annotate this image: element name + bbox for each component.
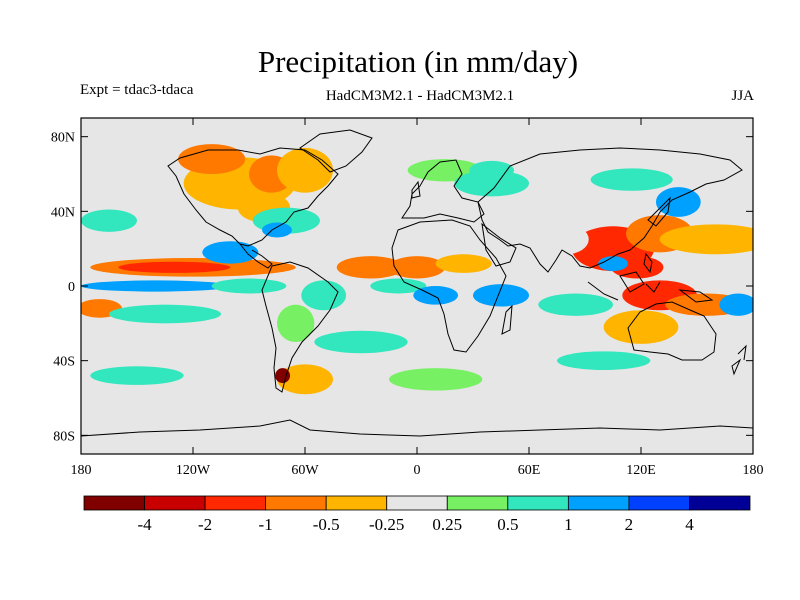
x-tick-label: 180	[71, 463, 92, 478]
anomaly-region	[277, 304, 315, 343]
coastline-australia	[627, 301, 717, 361]
colorbar-swatch	[567, 495, 630, 511]
coastline-new-zealand	[731, 344, 747, 376]
coastline-europe	[401, 159, 485, 223]
anomaly-region	[669, 345, 753, 376]
colorbar-swatch	[628, 495, 690, 511]
colorbar-label: -1	[259, 515, 273, 534]
colorbar-label: 0.5	[497, 515, 518, 534]
anomaly-region	[178, 144, 246, 174]
coastlines	[81, 129, 753, 437]
experiment-label: Expt = tdac3-tdaca	[80, 82, 194, 98]
coastline-asia	[477, 147, 743, 273]
coastline-greenland	[299, 129, 373, 173]
y-tick-label: 80S	[53, 429, 75, 444]
coastline-south-america	[261, 261, 339, 393]
colorbar-swatch	[689, 495, 751, 511]
anomaly-region	[454, 170, 529, 197]
coastline-japan	[647, 196, 671, 227]
y-tick-label: 40S	[53, 355, 75, 370]
anomaly-region	[333, 144, 427, 167]
y-tick-label: 80N	[51, 131, 75, 146]
coastline-maritime-continent	[587, 271, 714, 303]
anomaly-region	[211, 278, 287, 294]
anomaly-region	[81, 280, 231, 292]
coastline-madagascar	[501, 304, 513, 335]
anomaly-region	[598, 256, 628, 272]
season-label: JJA	[731, 88, 754, 104]
colorbar-swatch	[83, 495, 145, 511]
anomaly-region	[590, 168, 673, 191]
anomaly-region	[417, 349, 567, 372]
anomaly-region	[655, 187, 701, 217]
anomaly-region	[262, 222, 292, 238]
colorbar-label: -0.25	[369, 515, 404, 534]
colorbar-swatch	[507, 495, 569, 511]
anomaly-region	[94, 162, 162, 186]
anomaly-region	[473, 284, 529, 307]
coastline-arabia	[481, 222, 517, 267]
anomaly-region	[90, 366, 184, 385]
x-tick-label: 180	[743, 463, 764, 478]
anomaly-region	[118, 261, 231, 273]
coastline-philippines	[643, 252, 653, 274]
anomaly-region	[275, 368, 291, 384]
anomaly-regions	[81, 144, 753, 395]
coastline-north-america	[167, 147, 339, 247]
colorbar-swatch	[446, 495, 509, 511]
y-tick-label: 0	[68, 280, 75, 295]
x-tick-label: 120E	[626, 463, 656, 478]
x-tick-label: 60W	[291, 463, 319, 478]
colorbar-label: 1	[564, 515, 573, 534]
colorbar: -4 -2 -1 -0.5 -0.25 0.25 0.5 1 2 4	[83, 495, 751, 534]
anomaly-region	[336, 256, 404, 279]
anomaly-region	[370, 278, 427, 294]
anomaly-region	[469, 160, 515, 180]
colorbar-swatch	[265, 495, 327, 511]
colorbar-swatch	[386, 495, 448, 511]
anomaly-region	[659, 224, 753, 255]
colorbar-swatch	[204, 495, 267, 511]
colorbar-label: -2	[198, 515, 212, 534]
colorbar-label: 2	[625, 515, 634, 534]
colorbar-label: -0.5	[313, 515, 340, 534]
anomaly-region	[109, 304, 221, 324]
anomaly-region	[538, 293, 614, 316]
colorbar-label: -4	[137, 515, 152, 534]
model-comparison-label: HadCM3M2.1 - HadCM3M2.1	[325, 88, 515, 104]
anomaly-region	[81, 209, 137, 232]
coastline-antarctica	[81, 419, 753, 437]
colorbar-label: 4	[685, 515, 694, 534]
chart-title: Precipitation (in mm/day)	[257, 44, 579, 79]
x-tick-label: 120W	[176, 463, 211, 478]
coastline-africa	[391, 219, 507, 353]
anomaly-region	[543, 224, 589, 255]
x-axis: 180 120W 60W 0 60E 120E 180	[71, 118, 764, 478]
y-tick-label: 40N	[51, 205, 75, 220]
anomaly-region	[435, 254, 492, 273]
anomaly-region	[277, 147, 333, 193]
anomaly-region	[314, 330, 408, 354]
anomaly-region	[389, 368, 483, 391]
anomaly-region	[301, 280, 347, 311]
anomaly-region	[557, 351, 651, 370]
colorbar-label: 0.25	[432, 515, 462, 534]
anomaly-region	[202, 241, 259, 264]
anomaly-region	[719, 293, 753, 316]
x-tick-label: 0	[414, 463, 421, 478]
anomaly-region	[277, 364, 333, 395]
anomaly-region	[389, 256, 445, 279]
colorbar-swatch	[325, 495, 388, 511]
coastline-great-britain	[411, 180, 421, 199]
y-axis: 80N 40N 0 40S 80S	[51, 131, 753, 444]
colorbar-swatch	[144, 495, 206, 511]
anomaly-region	[413, 286, 459, 305]
x-tick-label: 60E	[518, 463, 541, 478]
anomaly-region	[603, 310, 679, 344]
coastline-central-america	[239, 243, 273, 269]
